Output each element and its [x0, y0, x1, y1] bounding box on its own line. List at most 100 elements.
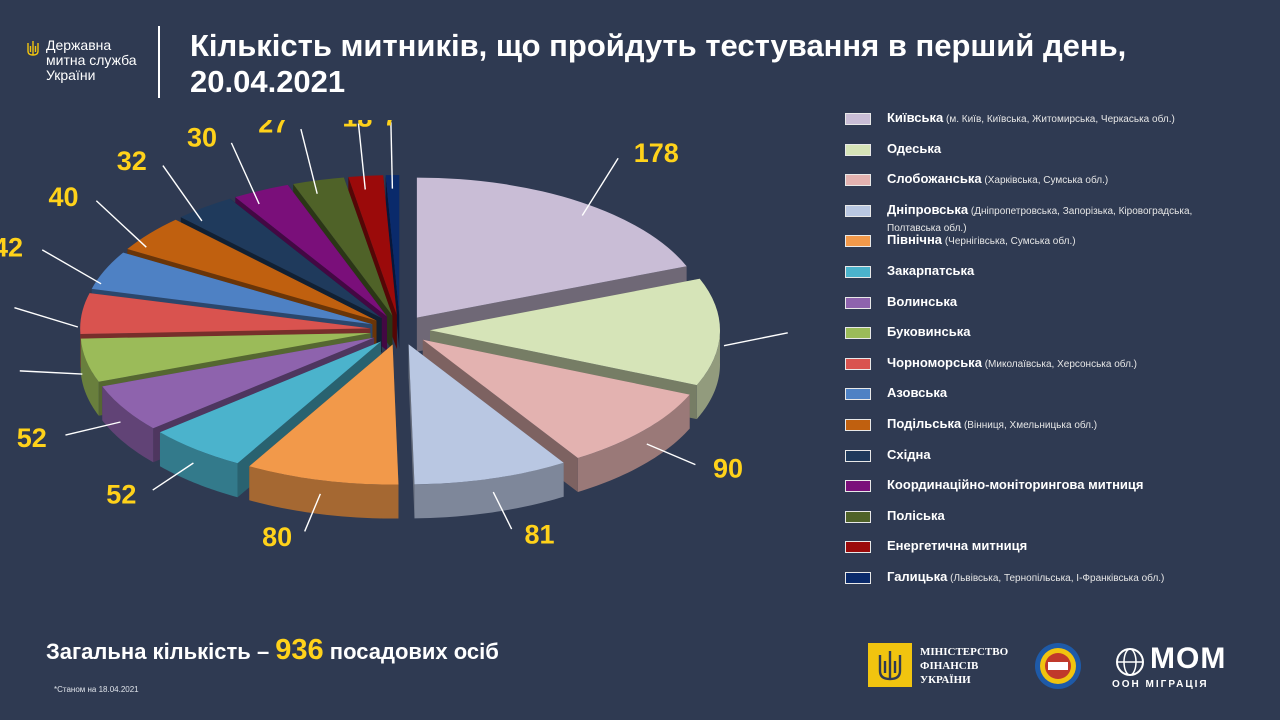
round-emblem-icon — [1035, 643, 1081, 689]
customs-logo: Державна митна служба України — [26, 34, 160, 100]
pie-slice — [408, 344, 564, 519]
pie-chart: 178116908180525247444240323027187 — [0, 120, 788, 552]
leader-line — [152, 462, 194, 491]
leader-line — [162, 165, 203, 222]
legend-label: Поліська — [887, 507, 945, 523]
page-title: Кількість митників, що пройдуть тестуван… — [190, 28, 1127, 99]
legend-swatch — [845, 296, 871, 309]
legend-label: Слобожанська — [887, 171, 982, 187]
legend-text: Східна — [887, 447, 1217, 462]
pie-slice — [385, 175, 400, 350]
footnote: *Станом на 18.04.2021 — [54, 685, 139, 694]
leader-line — [390, 122, 394, 189]
minfin-line2: ФІНАНСІВ — [920, 660, 979, 672]
legend-text: Закарпатська — [887, 263, 1217, 278]
legend-label: Чорноморська — [887, 354, 982, 370]
legend-swatch — [845, 419, 871, 431]
legend-detail: (Харківська, Сумська обл.) — [981, 175, 1109, 187]
total-prefix: Загальна кількість – — [46, 639, 276, 664]
leader-line — [14, 307, 79, 328]
legend-text: Координаційно-моніторингова митниця — [887, 477, 1217, 492]
legend-swatch — [845, 510, 871, 523]
legend-text: Енергетична митниця — [887, 538, 1217, 553]
legend-detail: (Миколаївська, Херсонська обл.) — [981, 358, 1138, 370]
total-suffix: посадових осіб — [323, 639, 499, 664]
legend-text: Київська (м. Київ, Київська, Житомирська… — [887, 110, 1217, 127]
leader-line — [723, 332, 788, 347]
legend-label: Північна — [887, 232, 943, 248]
data-label: 42 — [0, 233, 23, 263]
legend-text: Одеська — [887, 141, 1217, 156]
data-label: 7 — [383, 120, 398, 131]
legend-label: Одеська — [887, 140, 942, 156]
leader-line — [357, 123, 366, 190]
legend-text: Північна (Чернігівська, Сумська обл.) — [887, 232, 1217, 249]
org-name-line3: України — [46, 67, 96, 83]
data-label: 18 — [342, 120, 372, 132]
legend-text: Азовська — [887, 385, 1217, 400]
trident-icon — [27, 41, 39, 56]
legend-detail: (м. Київ, Київська, Житомирська, Черкась… — [943, 114, 1175, 125]
legend-label: Галицька — [887, 569, 948, 584]
legend-label: Східна — [887, 446, 931, 462]
minfin-emblem-icon — [868, 643, 912, 687]
legend-swatch — [845, 388, 871, 401]
legend-text: Галицька (Львівська, Тернопільська, І-Фр… — [887, 569, 1217, 586]
legend-label: Волинська — [887, 293, 958, 309]
legend-text: Дніпровська (Дніпропетровська, Запорізьк… — [887, 202, 1217, 236]
minfin-line3: УКРАЇНИ — [920, 674, 971, 686]
legend-label: Буковинська — [887, 324, 971, 340]
data-label: 52 — [17, 423, 47, 453]
legend-text: Слобожанська (Харківська, Сумська обл.) — [887, 171, 1217, 188]
legend-label: Київська — [887, 110, 944, 125]
legend-swatch — [845, 174, 871, 187]
legend-text: Волинська — [887, 294, 1217, 309]
legend-detail: (Вінниця, Хмельницька обл.) — [961, 420, 1098, 431]
legend-swatch — [845, 327, 871, 340]
legend-label: Подільська — [887, 416, 962, 431]
data-label: 30 — [187, 122, 217, 152]
data-label: 27 — [258, 120, 288, 138]
leader-line — [95, 200, 147, 248]
legend-swatch — [845, 143, 871, 156]
pie-slice — [249, 344, 399, 519]
data-label: 52 — [106, 480, 136, 510]
minfin-line1: МІНІСТЕРСТВО — [920, 646, 1009, 658]
leader-line — [300, 128, 318, 194]
iom-word: МОМ — [1150, 642, 1227, 675]
header-divider — [158, 26, 160, 98]
legend-swatch — [845, 480, 871, 493]
legend-text: Чорноморська (Миколаївська, Херсонська о… — [887, 355, 1217, 372]
legend-detail: (Дніпропетровська, Запорізька, Кіровогра… — [887, 205, 1193, 234]
data-label: 80 — [262, 522, 292, 552]
total-summary: Загальна кількість – 936 посадових осіб — [46, 634, 499, 667]
leader-line — [65, 421, 121, 436]
leader-line — [492, 491, 513, 530]
legend-swatch — [845, 541, 871, 554]
legend-text: Буковинська — [887, 324, 1217, 339]
legend-swatch — [845, 357, 871, 370]
un-globe-icon — [1116, 648, 1144, 676]
leader-line — [581, 157, 619, 216]
leader-line — [230, 142, 260, 205]
legend-text: Поліська — [887, 508, 1217, 523]
legend-swatch — [845, 266, 871, 278]
data-label: 40 — [48, 182, 78, 212]
iom-subtitle: ООН МІГРАЦІЯ — [1112, 679, 1209, 690]
legend-label: Дніпровська — [887, 201, 969, 217]
legend-swatch — [845, 235, 871, 248]
org-name-line2: митна служба — [46, 52, 137, 68]
data-label: 81 — [525, 520, 555, 550]
data-label: 178 — [634, 138, 679, 168]
iom-logo: МОМ ООН МІГРАЦІЯ — [1112, 642, 1232, 690]
ministry-of-finance-logo: МІНІСТЕРСТВО ФІНАНСІВ УКРАЇНИ — [868, 643, 1018, 691]
legend-text: Подільська (Вінниця, Хмельницька обл.) — [887, 416, 1217, 433]
legend-swatch — [845, 113, 871, 125]
leader-line — [41, 249, 102, 285]
legend-detail: (Львівська, Тернопільська, І-Франківська… — [947, 573, 1165, 584]
leader-line — [304, 493, 321, 532]
legend-label: Азовська — [887, 385, 948, 401]
total-value: 936 — [275, 634, 324, 666]
leader-line — [19, 370, 83, 375]
org-name: Державна митна служба України — [46, 38, 137, 83]
